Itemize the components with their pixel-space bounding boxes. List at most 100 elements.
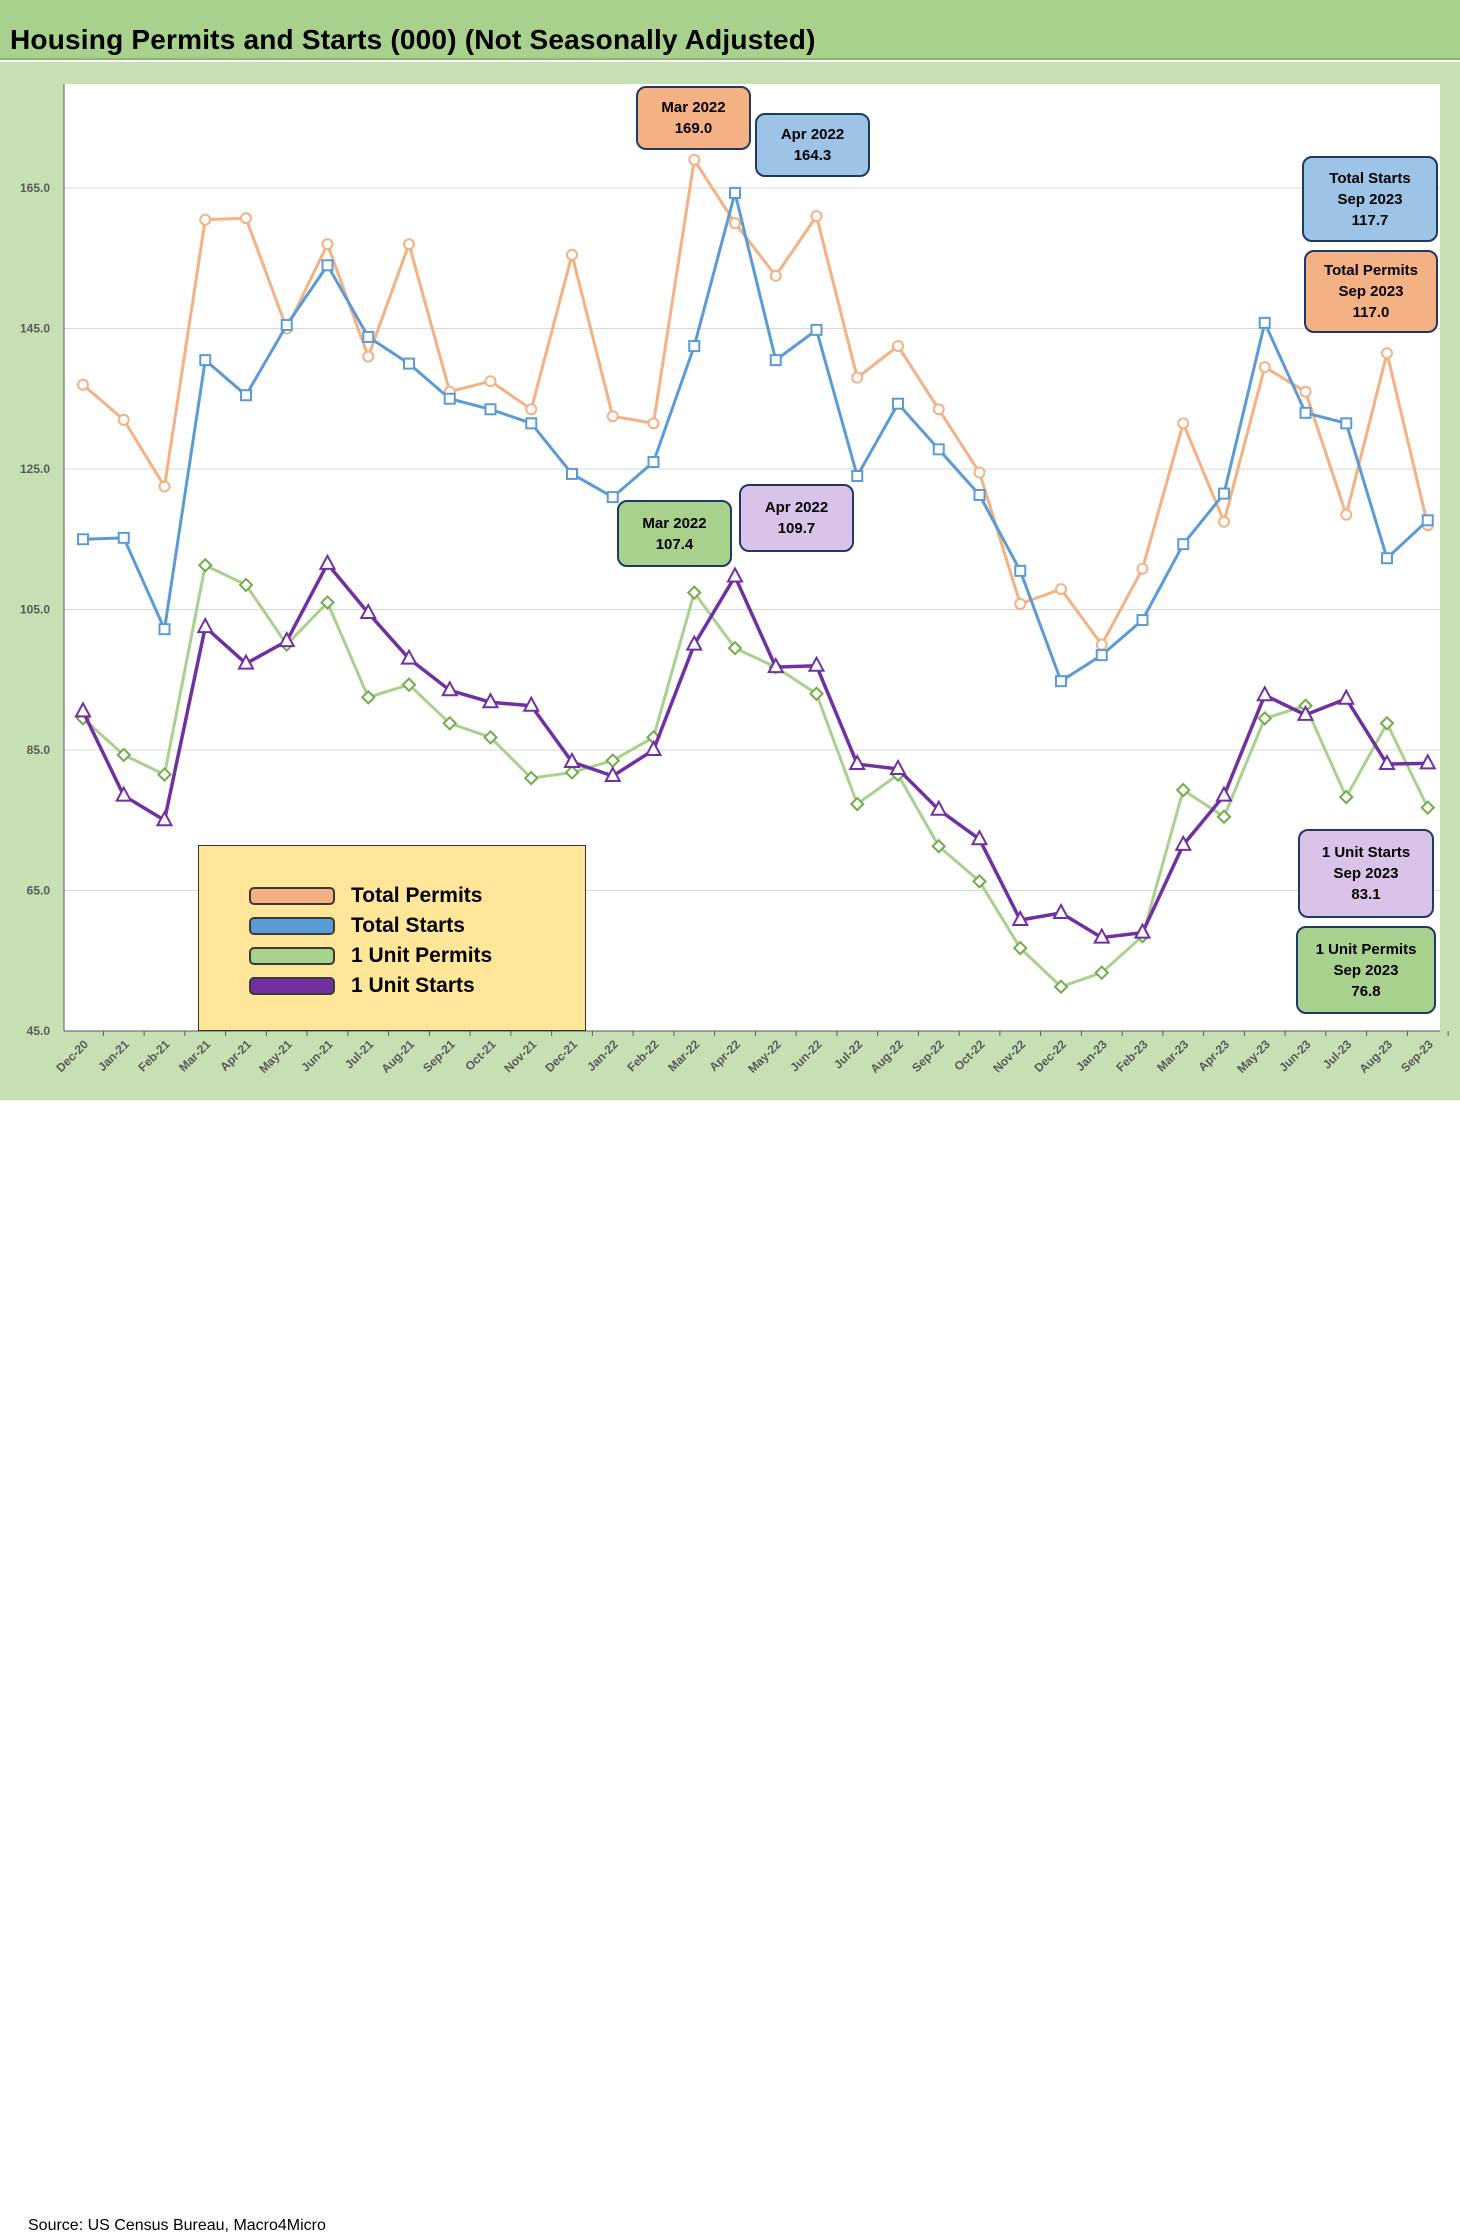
callout-line: Apr 2022 [780,126,845,143]
data-point [932,443,945,456]
data-point [1218,515,1230,528]
data-point [158,623,171,636]
data-point [892,340,904,353]
data-point [484,375,497,388]
x-tick-label: Mar-21 [176,1037,213,1074]
data-point [1337,688,1355,705]
data-point [685,634,703,651]
series-total-permits [77,153,1434,651]
x-tick-label: Nov-22 [990,1037,1028,1075]
callout-line: 117.7 [1351,211,1389,229]
data-point [1299,385,1312,398]
callout-sep23-total-starts: Total Starts Sep 2023 117.7 [1302,156,1438,242]
data-point [1093,927,1111,944]
data-point [1136,614,1149,627]
x-tick-label: Oct-21 [462,1037,499,1074]
data-point [973,488,986,501]
callout-line: Mar 2022 [661,99,726,116]
x-tick-label: Dec-20 [53,1037,91,1075]
data-point [647,417,660,430]
x-tick-label: Aug-23 [1356,1037,1395,1076]
callout-line: 1 Unit Permits [1315,940,1417,958]
footer: Source: US Census Bureau, Macro4Micro [0,1100,1460,2234]
data-point [1175,782,1191,798]
data-point [525,403,538,416]
data-point [1338,789,1354,805]
callout-line: 76.8 [1351,982,1381,1000]
data-point [972,873,987,889]
data-point [605,753,621,768]
legend-label: 1 Unit Permits [351,944,493,967]
x-tick-label: Apr-23 [1195,1037,1232,1074]
data-point [318,553,337,570]
callout-line: Sep 2023 [1338,283,1404,300]
x-tick-label: Jan-22 [584,1037,621,1074]
data-point [930,799,948,816]
data-point [117,413,130,426]
series-line [82,191,1429,683]
title-bar: Housing Permits and Starts (000) (Not Se… [0,0,1460,60]
data-point [359,602,377,620]
x-tick-label: Jun-22 [787,1037,824,1074]
data-point [1378,753,1396,771]
x-tick-label: Aug-21 [378,1037,417,1076]
legend-label: Total Starts [351,914,465,937]
x-tick-label: May-21 [256,1037,295,1076]
data-point [688,340,701,353]
data-point [973,466,986,479]
x-tick-label: Jun-21 [298,1037,335,1074]
legend-swatch [249,917,335,935]
data-point [1177,538,1190,551]
data-point [889,758,907,775]
legend-swatch [249,977,335,995]
data-point [604,765,622,782]
data-point [157,767,172,783]
data-point [1215,785,1233,802]
data-point [1421,514,1434,527]
callout-line: 109.7 [777,520,816,537]
legend-swatch [249,887,335,905]
x-tick-label: May-23 [1234,1037,1273,1076]
data-point [851,371,864,384]
x-tick-label: Jan-23 [1073,1037,1110,1074]
callout-mar22-total-permits: Mar 2022 169.0 [636,86,751,150]
y-tick-label: 145.0 [20,322,50,336]
callout-line: 107.4 [655,535,694,553]
data-point [564,765,580,780]
callout-apr22-unit-starts: Apr 2022 109.7 [739,484,854,552]
data-point [729,186,741,199]
callout-apr22-total-starts: Apr 2022 164.3 [755,113,870,177]
data-point [1011,909,1029,927]
data-point [726,566,744,583]
x-tick-label: Sep-21 [420,1037,458,1075]
chart-legend: Total Permits Total Starts 1 Unit Permit… [198,845,586,1031]
callout-sep23-total-permits: Total Permits Sep 2023 117.0 [1304,250,1438,333]
source-note: Source: US Census Bureau, Macro4Micro [28,2217,326,2234]
data-point [686,585,702,601]
data-point [400,648,418,665]
x-tick-label: May-22 [745,1037,784,1076]
data-point [1133,922,1152,939]
data-point [644,739,663,756]
legend-swatch [249,947,335,965]
x-tick-label: Feb-22 [624,1037,661,1074]
data-point [74,701,92,718]
callout-line: Apr 2022 [764,499,829,516]
data-point [1420,800,1436,816]
data-point [1216,809,1232,825]
data-point [523,770,539,786]
y-tick-label: 45.0 [27,1024,51,1038]
callout-line: 83.1 [1351,886,1381,903]
data-point [77,378,89,391]
data-point [238,577,254,593]
data-point [77,533,89,546]
data-point [931,838,947,854]
y-tick-label: 105.0 [20,603,50,617]
x-tick-label: Dec-22 [1031,1037,1069,1075]
data-point [1296,704,1315,721]
data-point [606,491,619,504]
data-point [199,213,212,226]
page-title: Housing Permits and Starts (000) (Not Se… [10,24,816,55]
data-point [484,403,497,416]
x-tick-label: Jul-22 [831,1037,866,1072]
